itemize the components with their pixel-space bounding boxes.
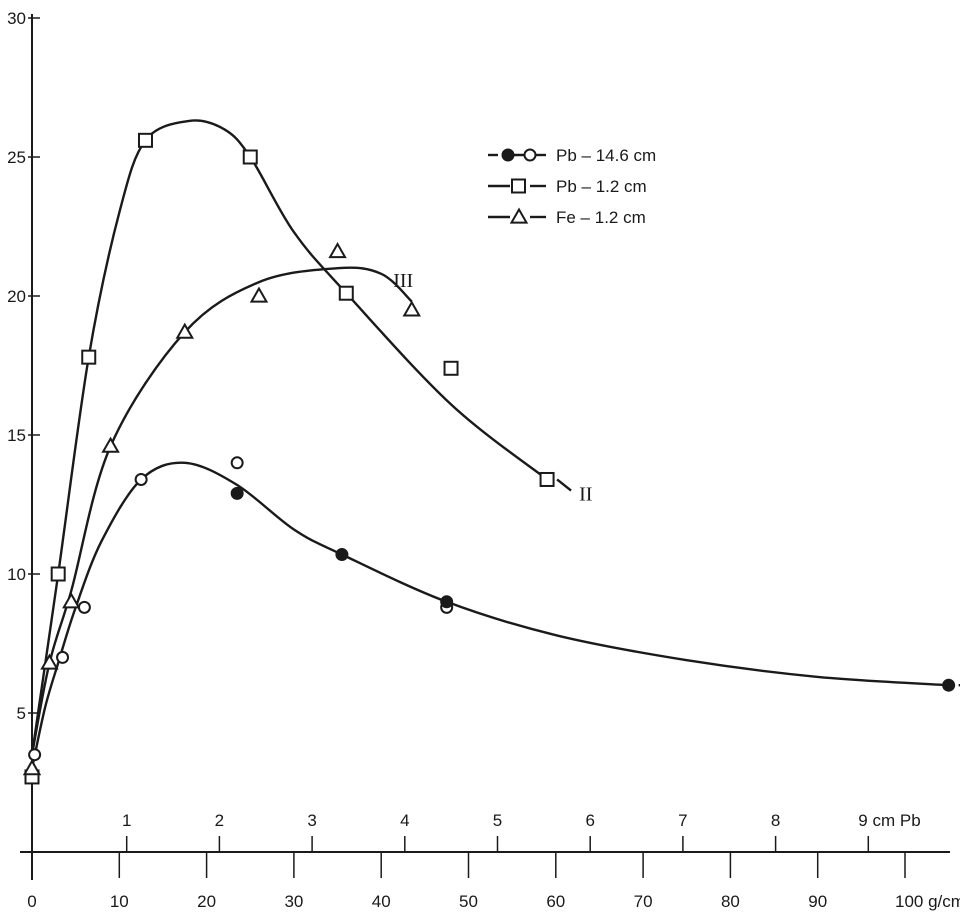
x-tick-label-top: 9 cm Pb bbox=[858, 811, 920, 830]
point-pb-14-6-open bbox=[56, 650, 70, 664]
legend-label: Fe – 1.2 cm bbox=[556, 208, 646, 227]
y-tick-label: 30 bbox=[7, 9, 26, 28]
x-tick-label-bottom: 30 bbox=[284, 892, 303, 911]
point-pb-1-2 bbox=[242, 149, 258, 165]
point-fe-1-2 bbox=[249, 286, 269, 303]
x-tick-label-bottom: 60 bbox=[546, 892, 565, 911]
x-tick-label-bottom: 100 g/cm² bbox=[895, 892, 960, 911]
point-pb-1-2 bbox=[81, 349, 97, 365]
x-tick-label-top: 2 bbox=[215, 811, 224, 830]
x-tick-label-bottom: 90 bbox=[808, 892, 827, 911]
curve-label-III: III bbox=[393, 270, 413, 292]
y-tick-label: 15 bbox=[7, 426, 26, 445]
legend-marker-square bbox=[511, 178, 526, 194]
x-tick-label-top: 6 bbox=[585, 811, 594, 830]
point-pb-14-6-open bbox=[230, 456, 244, 470]
curve-I-pb-14-6 bbox=[30, 461, 949, 769]
markers bbox=[22, 132, 956, 785]
legend-label: Pb – 14.6 cm bbox=[556, 146, 656, 165]
legend-marker-filled-circle bbox=[501, 148, 515, 162]
curve-III-fe-1-2 bbox=[30, 266, 413, 755]
y-tick-label: 20 bbox=[7, 287, 26, 306]
x-tick-label-bottom: 40 bbox=[372, 892, 391, 911]
curve-II-tail bbox=[556, 478, 572, 492]
x-tick-label-bottom: 0 bbox=[27, 892, 36, 911]
x-tick-label-top: 4 bbox=[400, 811, 409, 830]
point-fe-1-2 bbox=[101, 436, 120, 453]
legend-marker-triangle bbox=[509, 207, 529, 224]
x-tick-label-bottom: 80 bbox=[721, 892, 740, 911]
curve-labels: IIIIII bbox=[393, 270, 592, 506]
legend-marker-open-circle bbox=[523, 148, 537, 162]
y-tick-label: 5 bbox=[17, 704, 26, 723]
point-fe-1-2 bbox=[62, 592, 81, 609]
y-tick-label: 10 bbox=[7, 565, 26, 584]
y-tick-label: 25 bbox=[7, 148, 26, 167]
x-tick-label-top: 3 bbox=[307, 811, 316, 830]
point-pb-1-2 bbox=[443, 360, 459, 376]
point-pb-14-6-filled bbox=[335, 548, 349, 562]
x-tick-label-top: 8 bbox=[771, 811, 780, 830]
point-pb-14-6-filled bbox=[230, 486, 244, 500]
x-tick-label-bottom: 20 bbox=[197, 892, 216, 911]
legend: Pb – 14.6 cm Pb – 1.2 cm Fe – 1.2 cm bbox=[488, 146, 656, 227]
point-fe-1-2 bbox=[402, 300, 421, 317]
x-tick-label-top: 7 bbox=[678, 811, 687, 830]
point-pb-14-6-open bbox=[28, 748, 42, 762]
point-pb-1-2 bbox=[338, 285, 354, 301]
x-tick-label-top: 1 bbox=[122, 811, 131, 830]
point-pb-14-6-open bbox=[134, 472, 148, 486]
point-pb-14-6-filled bbox=[942, 678, 956, 692]
point-fe-1-2 bbox=[40, 653, 59, 670]
legend-label: Pb – 1.2 cm bbox=[556, 177, 647, 196]
x-tick-label-bottom: 70 bbox=[634, 892, 653, 911]
x-tick-label-bottom: 50 bbox=[459, 892, 478, 911]
point-fe-1-2 bbox=[22, 759, 42, 776]
point-fe-1-2 bbox=[328, 242, 347, 259]
curve-II-pb-1-2 bbox=[30, 119, 548, 755]
x-tick-label-bottom: 10 bbox=[110, 892, 129, 911]
curve-label-II: II bbox=[579, 484, 592, 506]
x-tick-label-top: 5 bbox=[493, 811, 502, 830]
point-pb-1-2 bbox=[137, 132, 153, 148]
point-pb-14-6-filled bbox=[440, 595, 454, 609]
curves bbox=[30, 119, 960, 769]
point-pb-14-6-open bbox=[77, 600, 91, 614]
point-fe-1-2 bbox=[175, 322, 194, 339]
point-pb-1-2 bbox=[539, 471, 555, 487]
point-pb-1-2 bbox=[50, 566, 66, 582]
